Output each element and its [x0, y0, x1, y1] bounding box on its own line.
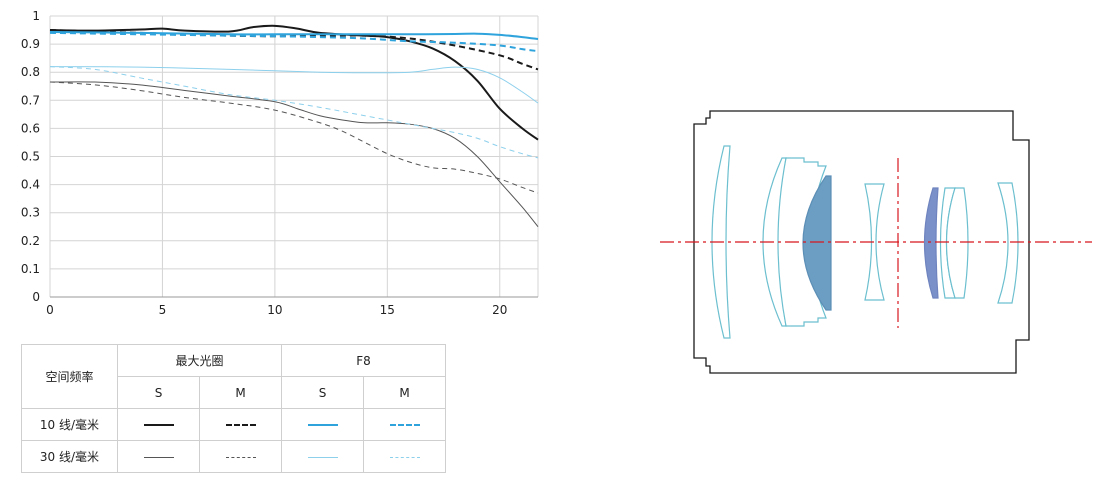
lens-cross-section-diagram [660, 110, 1092, 374]
lens-element-4 [864, 183, 885, 301]
series-line-3 [49, 31, 539, 53]
x-tick-label: 0 [46, 303, 54, 317]
y-axis-tick-labels: 0 0.1 0.2 0.3 0.4 0.5 0.6 0.7 0.8 0.9 1 [21, 9, 40, 304]
series-line-0 [49, 24, 539, 141]
series-line-2 [49, 31, 539, 41]
legend-swatch-max-10-s [143, 424, 174, 426]
chart-grid [49, 15, 539, 298]
row-10-label: 10 线/毫米 [21, 408, 118, 441]
lens-element-aspherical [923, 187, 939, 299]
y-tick-label: 0.9 [21, 37, 40, 51]
series-line-4 [49, 81, 539, 228]
y-tick-label: 0.8 [21, 65, 40, 79]
legend-swatch-f8-30-s [307, 456, 338, 458]
lens-element-7 [997, 182, 1019, 304]
x-tick-label: 10 [267, 303, 282, 317]
y-tick-label: 0.2 [21, 234, 40, 248]
x-axis-tick-labels: 0 5 10 15 20 [46, 303, 507, 317]
f8-s-header: S [281, 376, 364, 409]
series-line-6 [49, 66, 539, 104]
y-tick-label: 0.6 [21, 121, 40, 135]
legend-swatch-max-30-m [225, 456, 256, 458]
legend-swatch-max-10-m [225, 424, 256, 426]
x-tick-label: 5 [159, 303, 167, 317]
mtf-chart: 0 0.1 0.2 0.3 0.4 0.5 0.6 0.7 0.8 0.9 1 0 5 10 15 20 [21, 9, 539, 317]
series-line-1 [49, 29, 539, 71]
y-tick-label: 0.1 [21, 262, 40, 276]
y-tick-label: 0.4 [21, 178, 40, 192]
series-line-5 [49, 81, 539, 194]
f8-header: F8 [281, 344, 446, 377]
spatial-frequency-header: 空间频率 [21, 344, 118, 409]
max-aperture-header: 最大光圈 [117, 344, 282, 377]
legend-swatch-max-30-s [143, 456, 174, 458]
max-aperture-s-header: S [117, 376, 200, 409]
legend-swatch-f8-10-s [307, 424, 338, 426]
row-30-label: 30 线/毫米 [21, 440, 118, 473]
legend-table: 空间频率 最大光圈 F8 S M S M 10 线/毫米 30 线/毫米 [21, 344, 446, 473]
chart-series [49, 24, 539, 228]
y-tick-label: 0.5 [21, 150, 40, 164]
y-tick-label: 1 [32, 9, 40, 23]
x-tick-label: 15 [380, 303, 395, 317]
series-line-7 [49, 66, 539, 159]
lens-element-6 [945, 187, 969, 299]
f8-m-header: M [363, 376, 446, 409]
legend-swatch-f8-30-m [389, 456, 420, 458]
x-tick-label: 20 [492, 303, 507, 317]
lens-barrel-outline [693, 110, 1030, 374]
y-tick-label: 0.3 [21, 206, 40, 220]
lens-element-cemented [802, 175, 832, 311]
legend-swatch-f8-10-m [389, 424, 420, 426]
max-aperture-m-header: M [199, 376, 282, 409]
y-tick-label: 0 [32, 290, 40, 304]
y-tick-label: 0.7 [21, 93, 40, 107]
